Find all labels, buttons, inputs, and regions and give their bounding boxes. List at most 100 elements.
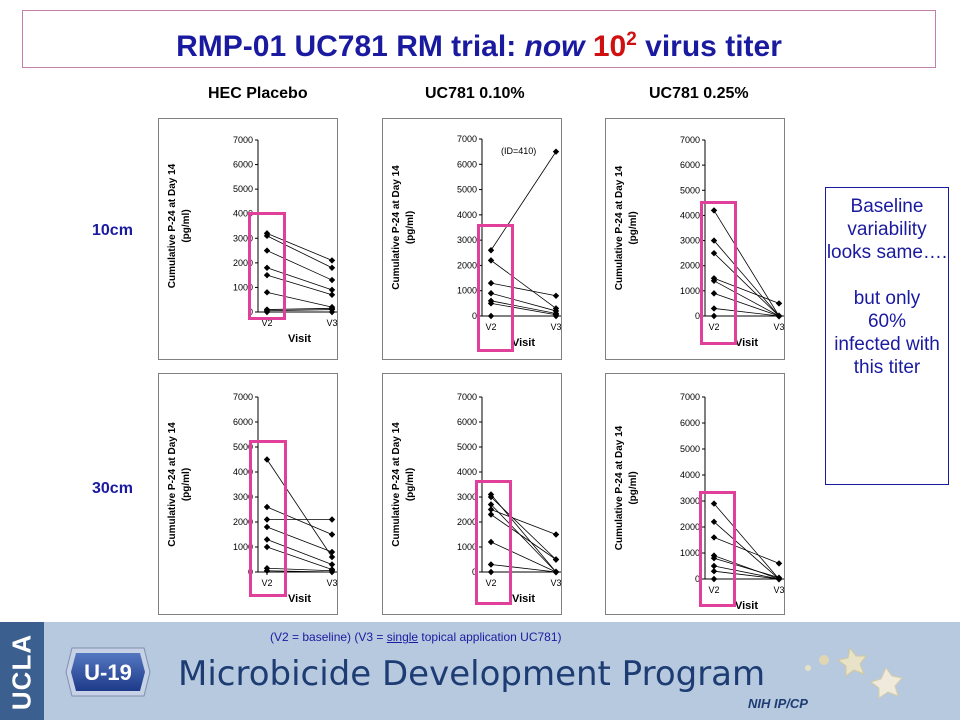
baseline-highlight-box bbox=[700, 201, 737, 345]
data-point bbox=[328, 548, 336, 556]
title-exponent: 2 bbox=[626, 29, 637, 50]
title-box: RMP-01 UC781 RM trial: now 102 virus tit… bbox=[22, 10, 936, 68]
baseline-note: Baseline variability looks same…. but on… bbox=[825, 187, 949, 485]
footer-banner: UCLA (V2 = baseline) (V3 = single topica… bbox=[0, 622, 960, 720]
series-line bbox=[713, 557, 780, 579]
series-line bbox=[713, 565, 780, 580]
x-axis-label: Visit bbox=[735, 600, 758, 612]
data-point bbox=[263, 456, 271, 463]
chart-svg: 0 1000 2000 3000 4000 5000 6000 7000 V2 V3 Visit Cu… bbox=[391, 392, 561, 605]
data-point bbox=[710, 534, 718, 541]
series-line bbox=[713, 570, 780, 580]
data-point bbox=[710, 518, 718, 525]
series-line bbox=[266, 250, 333, 281]
y-tick-label: 6000 bbox=[457, 417, 477, 427]
x-tick-label: V2 bbox=[261, 578, 272, 588]
y-axis-label: Cumulative P-24 at Day 14 bbox=[391, 422, 402, 547]
data-point bbox=[487, 538, 495, 546]
series-line bbox=[490, 282, 557, 297]
data-point bbox=[775, 300, 783, 307]
y-tick-label: 0 bbox=[472, 567, 477, 577]
y-tick-label: 2000 bbox=[457, 260, 477, 270]
data-point bbox=[328, 257, 336, 264]
series-line bbox=[490, 302, 557, 316]
y-tick-label: 3000 bbox=[680, 496, 700, 506]
y-tick-label: 2000 bbox=[233, 517, 253, 527]
y-tick-label: 4000 bbox=[233, 209, 253, 219]
series-line bbox=[490, 564, 557, 573]
data-point bbox=[710, 290, 718, 297]
y-tick-label: 7000 bbox=[680, 392, 700, 402]
y-tick-label: 4000 bbox=[680, 210, 700, 220]
series-line bbox=[266, 235, 333, 269]
title-now: now bbox=[524, 30, 585, 63]
series-line bbox=[266, 233, 333, 261]
y-tick-label: 0 bbox=[695, 574, 700, 584]
data-point bbox=[328, 291, 336, 298]
y-tick-label: 7000 bbox=[457, 134, 477, 144]
x-axis-label: Visit bbox=[735, 337, 758, 349]
y-axis-unit: (pg/ml) bbox=[405, 211, 416, 244]
series-line bbox=[713, 537, 780, 564]
y-axis-label: Cumulative P-24 at Day 14 bbox=[391, 165, 402, 290]
x-tick-label: V2 bbox=[485, 322, 496, 332]
data-point bbox=[263, 543, 271, 551]
y-axis-unit: (pg/ml) bbox=[405, 468, 416, 501]
x-tick-label: V3 bbox=[326, 318, 337, 328]
baseline-highlight-box bbox=[249, 440, 287, 597]
series-line bbox=[266, 526, 333, 553]
visit-legend-note: (V2 = baseline) (V3 = single topical app… bbox=[270, 630, 562, 644]
baseline-highlight-box bbox=[475, 480, 512, 605]
series-line bbox=[266, 307, 333, 310]
data-point bbox=[487, 511, 495, 518]
series-line bbox=[266, 546, 333, 570]
y-tick-label: 5000 bbox=[233, 184, 253, 194]
x-tick-label: V3 bbox=[550, 322, 561, 332]
x-axis-label: Visit bbox=[288, 593, 311, 605]
series-line bbox=[266, 567, 333, 572]
y-axis-unit: (pg/ml) bbox=[181, 468, 192, 501]
x-axis-label: Visit bbox=[512, 337, 535, 349]
data-point bbox=[328, 531, 336, 538]
data-point bbox=[328, 264, 336, 271]
data-point bbox=[710, 568, 718, 575]
y-tick-label: 0 bbox=[695, 311, 700, 321]
series-line bbox=[490, 496, 557, 560]
x-tick-label: V2 bbox=[708, 585, 719, 595]
data-point bbox=[328, 276, 336, 284]
data-point bbox=[710, 312, 718, 320]
note-line-4: infected with this titer bbox=[834, 334, 940, 378]
x-tick-label: V2 bbox=[261, 318, 272, 328]
y-tick-label: 5000 bbox=[680, 185, 700, 195]
series-line bbox=[490, 504, 557, 573]
y-tick-label: 3000 bbox=[457, 235, 477, 245]
data-point bbox=[263, 523, 271, 531]
data-point bbox=[775, 312, 783, 320]
series-line bbox=[713, 555, 780, 580]
y-tick-label: 6000 bbox=[233, 417, 253, 427]
y-axis-unit: (pg/ml) bbox=[181, 209, 192, 242]
data-point bbox=[263, 232, 271, 240]
x-tick-label: V3 bbox=[773, 585, 784, 595]
y-tick-label: 5000 bbox=[457, 185, 477, 195]
y-tick-label: 5000 bbox=[680, 444, 700, 454]
series-line bbox=[266, 570, 333, 573]
data-point bbox=[487, 501, 495, 508]
y-tick-label: 1000 bbox=[233, 542, 253, 552]
data-point bbox=[710, 277, 718, 284]
y-tick-label: 2000 bbox=[680, 261, 700, 271]
baseline-highlight-box bbox=[477, 224, 514, 352]
data-point bbox=[328, 553, 336, 561]
data-point bbox=[552, 312, 560, 320]
series-line bbox=[490, 151, 557, 251]
data-point bbox=[710, 575, 718, 583]
y-tick-label: 7000 bbox=[457, 392, 477, 402]
title-rest: virus titer bbox=[636, 30, 782, 63]
series-line bbox=[490, 300, 557, 314]
data-point bbox=[487, 312, 495, 320]
chart-svg: 0 1000 2000 3000 4000 5000 6000 7000 V2 V3 Visit Cu… bbox=[614, 392, 784, 612]
data-point bbox=[263, 567, 271, 574]
y-tick-label: 1000 bbox=[457, 542, 477, 552]
data-point bbox=[263, 503, 271, 511]
data-point bbox=[710, 237, 718, 244]
